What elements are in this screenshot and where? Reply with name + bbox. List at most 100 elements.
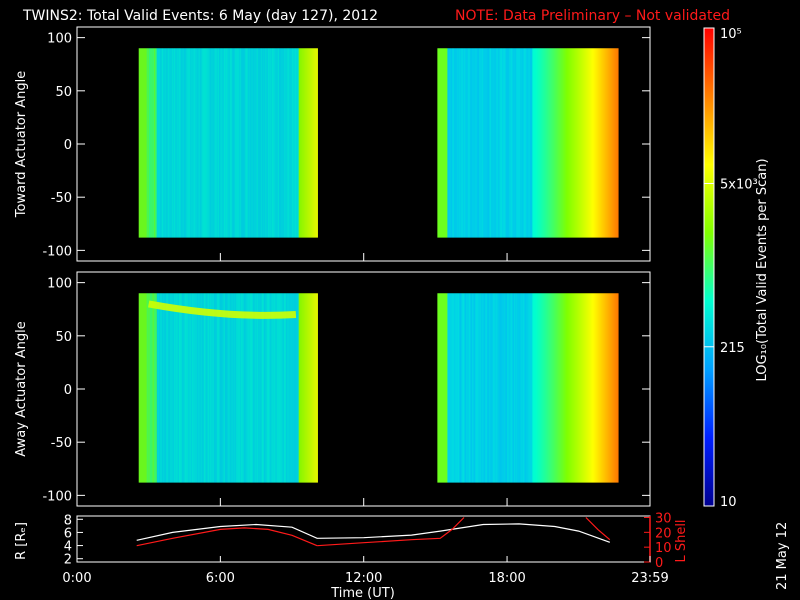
heatmap-column bbox=[230, 48, 232, 238]
heatmap-column bbox=[253, 293, 255, 483]
heatmap-column bbox=[309, 48, 311, 238]
heatmap-column bbox=[581, 48, 583, 238]
heatmap-column bbox=[158, 48, 160, 238]
heatmap-column bbox=[172, 293, 174, 483]
heatmap-column bbox=[549, 48, 551, 238]
heatmap-column bbox=[469, 48, 471, 238]
heatmap-column bbox=[532, 293, 534, 483]
heatmap-column bbox=[146, 293, 148, 483]
heatmap-column bbox=[559, 48, 561, 238]
heatmap-column bbox=[485, 48, 487, 238]
heatmap-column bbox=[149, 293, 151, 483]
y-tick-label: 50 bbox=[55, 85, 72, 100]
heatmap-column bbox=[243, 48, 245, 238]
heatmap-column bbox=[152, 293, 154, 483]
heatmap-column bbox=[173, 293, 175, 483]
r-tick-label: 6 bbox=[64, 526, 72, 541]
heatmap-column bbox=[509, 48, 511, 238]
heatmap-column bbox=[234, 293, 236, 483]
heatmap-column bbox=[444, 48, 446, 238]
heatmap-column bbox=[479, 293, 481, 483]
colorbar-tick-label: 10⁵ bbox=[720, 27, 742, 42]
heatmap-column bbox=[210, 293, 212, 483]
heatmap-column bbox=[289, 293, 291, 483]
heatmap-column bbox=[213, 293, 215, 483]
heatmap-column bbox=[237, 48, 239, 238]
heatmap-column bbox=[603, 48, 605, 238]
heatmap-column bbox=[524, 48, 526, 238]
heatmap-column bbox=[171, 48, 173, 238]
heatmap-column bbox=[571, 293, 573, 483]
heatmap-column bbox=[296, 293, 298, 483]
heatmap-column bbox=[288, 48, 290, 238]
heatmap-column bbox=[539, 293, 541, 483]
heatmap-column bbox=[442, 293, 444, 483]
heatmap-column bbox=[463, 293, 465, 483]
heatmap-column bbox=[437, 293, 439, 483]
heatmap-column bbox=[316, 293, 318, 483]
heatmap-column bbox=[611, 48, 613, 238]
heatmap-column bbox=[147, 293, 149, 483]
heatmap-column bbox=[572, 48, 574, 238]
heatmap-column bbox=[177, 48, 179, 238]
heatmap-column bbox=[590, 48, 592, 238]
heatmap-column bbox=[302, 48, 304, 238]
heatmap-column bbox=[484, 293, 486, 483]
heatmap-column bbox=[227, 293, 229, 483]
heatmap-column bbox=[483, 48, 485, 238]
heatmap-column bbox=[594, 293, 596, 483]
heatmap-column bbox=[216, 48, 218, 238]
heatmap-column bbox=[485, 293, 487, 483]
heatmap-column bbox=[249, 293, 251, 483]
heatmap-column bbox=[594, 48, 596, 238]
heatmap-column bbox=[488, 293, 490, 483]
heatmap-column bbox=[453, 293, 455, 483]
heatmap-column bbox=[295, 293, 297, 483]
heatmap-column bbox=[284, 293, 286, 483]
heatmap-column bbox=[288, 293, 290, 483]
heatmap-column bbox=[592, 293, 594, 483]
heatmap-column bbox=[187, 48, 189, 238]
l-shell-tick-label: 0 bbox=[655, 556, 663, 571]
heatmap-column bbox=[207, 48, 209, 238]
heatmap-column bbox=[159, 48, 161, 238]
heatmap-column bbox=[170, 293, 172, 483]
heatmap-column bbox=[234, 48, 236, 238]
heatmap-column bbox=[285, 48, 287, 238]
heatmap-column bbox=[551, 293, 553, 483]
heatmap-column bbox=[527, 48, 529, 238]
heatmap-column bbox=[454, 48, 456, 238]
heatmap-column bbox=[227, 48, 229, 238]
heatmap-column bbox=[467, 293, 469, 483]
heatmap-column bbox=[501, 293, 503, 483]
l-shell-line bbox=[585, 517, 611, 541]
heatmap-column bbox=[477, 48, 479, 238]
heatmap-column bbox=[458, 48, 460, 238]
heatmap-column bbox=[499, 48, 501, 238]
heatmap-column bbox=[599, 48, 601, 238]
heatmap-column bbox=[439, 293, 441, 483]
heatmap-column bbox=[520, 48, 522, 238]
heatmap-column bbox=[565, 293, 567, 483]
heatmap-column bbox=[273, 293, 275, 483]
heatmap-column bbox=[237, 293, 239, 483]
heatmap-column bbox=[223, 293, 225, 483]
heatmap-column bbox=[248, 48, 250, 238]
heatmap-column bbox=[504, 293, 506, 483]
heatmap-column bbox=[476, 293, 478, 483]
heatmap-column bbox=[582, 293, 584, 483]
heatmap-column bbox=[230, 293, 232, 483]
heatmap-column bbox=[312, 293, 314, 483]
heatmap-column bbox=[516, 48, 518, 238]
heatmap-column bbox=[470, 48, 472, 238]
heatmap-column bbox=[296, 48, 298, 238]
heatmap-column bbox=[264, 48, 266, 238]
heatmap-column bbox=[179, 293, 181, 483]
heatmap-column bbox=[506, 293, 508, 483]
heatmap-column bbox=[562, 293, 564, 483]
heatmap-column bbox=[471, 48, 473, 238]
heatmap-column bbox=[491, 293, 493, 483]
heatmap-column bbox=[280, 48, 282, 238]
heatmap-column bbox=[265, 293, 267, 483]
heatmap-column bbox=[451, 48, 453, 238]
